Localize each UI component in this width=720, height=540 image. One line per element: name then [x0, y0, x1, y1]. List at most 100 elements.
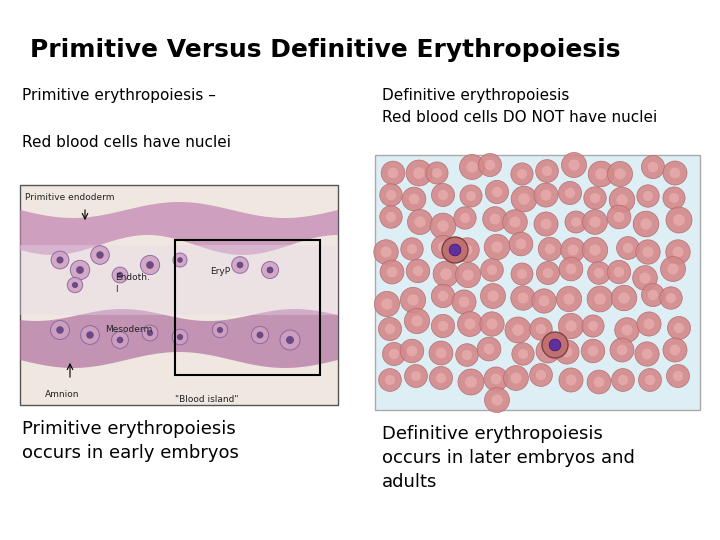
Circle shape	[172, 329, 188, 345]
Circle shape	[480, 312, 504, 336]
Circle shape	[431, 184, 454, 206]
Circle shape	[594, 377, 604, 387]
Circle shape	[429, 367, 453, 389]
Circle shape	[595, 168, 607, 180]
Circle shape	[387, 168, 398, 178]
Circle shape	[588, 321, 598, 331]
Text: occurs in early embryos: occurs in early embryos	[22, 444, 239, 462]
Circle shape	[639, 273, 651, 284]
Circle shape	[454, 207, 476, 229]
Circle shape	[582, 237, 608, 263]
Polygon shape	[20, 309, 338, 368]
Circle shape	[407, 346, 418, 356]
Circle shape	[512, 343, 534, 365]
Circle shape	[559, 181, 582, 205]
Circle shape	[669, 193, 679, 203]
Circle shape	[672, 371, 683, 381]
Text: "Blood island": "Blood island"	[175, 395, 238, 404]
Circle shape	[534, 212, 558, 236]
Circle shape	[539, 295, 549, 307]
Circle shape	[460, 185, 482, 207]
Circle shape	[374, 240, 398, 264]
Circle shape	[432, 168, 442, 178]
Circle shape	[438, 242, 449, 252]
Circle shape	[212, 322, 228, 338]
Circle shape	[51, 251, 69, 269]
Circle shape	[387, 267, 397, 278]
Circle shape	[610, 338, 634, 362]
Circle shape	[400, 287, 426, 313]
Circle shape	[56, 326, 64, 334]
Circle shape	[509, 232, 533, 256]
Circle shape	[459, 296, 469, 307]
Circle shape	[430, 213, 456, 239]
Circle shape	[402, 187, 426, 211]
Text: Definitive erythropoiesis: Definitive erythropoiesis	[382, 88, 570, 103]
Circle shape	[173, 253, 187, 267]
Circle shape	[555, 340, 579, 364]
Circle shape	[517, 269, 527, 279]
Circle shape	[96, 251, 104, 259]
Circle shape	[609, 187, 635, 213]
Circle shape	[608, 161, 633, 186]
Circle shape	[670, 167, 680, 178]
Circle shape	[386, 190, 396, 200]
Circle shape	[536, 324, 546, 334]
Text: Primitive endoderm: Primitive endoderm	[25, 193, 114, 202]
Circle shape	[643, 191, 653, 201]
Circle shape	[380, 246, 392, 258]
Circle shape	[635, 342, 659, 366]
Circle shape	[413, 167, 425, 179]
Circle shape	[217, 327, 223, 333]
Circle shape	[386, 212, 396, 222]
Circle shape	[637, 312, 661, 336]
Circle shape	[91, 246, 109, 264]
Circle shape	[491, 241, 503, 253]
Circle shape	[505, 317, 531, 343]
Circle shape	[147, 330, 153, 336]
Circle shape	[530, 363, 552, 387]
Circle shape	[588, 262, 611, 285]
Circle shape	[645, 375, 655, 385]
Circle shape	[636, 185, 660, 207]
Circle shape	[485, 160, 495, 170]
Circle shape	[594, 293, 606, 305]
Circle shape	[458, 369, 484, 395]
Circle shape	[436, 348, 446, 359]
Circle shape	[666, 207, 692, 233]
Circle shape	[389, 349, 399, 359]
Circle shape	[406, 259, 430, 283]
Circle shape	[667, 264, 679, 275]
Circle shape	[142, 325, 158, 341]
Circle shape	[379, 206, 402, 228]
Text: Primitive Versus Definitive Erythropoiesis: Primitive Versus Definitive Erythropoies…	[30, 38, 621, 62]
Circle shape	[117, 272, 123, 278]
Circle shape	[516, 239, 526, 249]
Circle shape	[409, 194, 419, 204]
Circle shape	[487, 265, 497, 275]
Circle shape	[561, 238, 585, 262]
Circle shape	[613, 267, 624, 277]
Circle shape	[408, 294, 419, 306]
Circle shape	[618, 375, 628, 385]
Text: Endoth.: Endoth.	[115, 273, 150, 282]
Circle shape	[438, 190, 448, 200]
Circle shape	[455, 262, 481, 288]
Circle shape	[590, 193, 600, 203]
Circle shape	[608, 260, 631, 284]
Circle shape	[517, 169, 527, 179]
Circle shape	[379, 318, 402, 341]
Circle shape	[405, 364, 428, 387]
Circle shape	[587, 286, 613, 312]
Circle shape	[480, 284, 505, 308]
Circle shape	[415, 217, 426, 228]
Circle shape	[518, 349, 528, 359]
Circle shape	[562, 152, 587, 178]
Circle shape	[477, 337, 501, 361]
Circle shape	[438, 321, 449, 331]
Circle shape	[536, 339, 560, 363]
Circle shape	[549, 339, 561, 351]
Circle shape	[614, 168, 626, 180]
Circle shape	[381, 161, 405, 185]
Circle shape	[251, 326, 269, 343]
